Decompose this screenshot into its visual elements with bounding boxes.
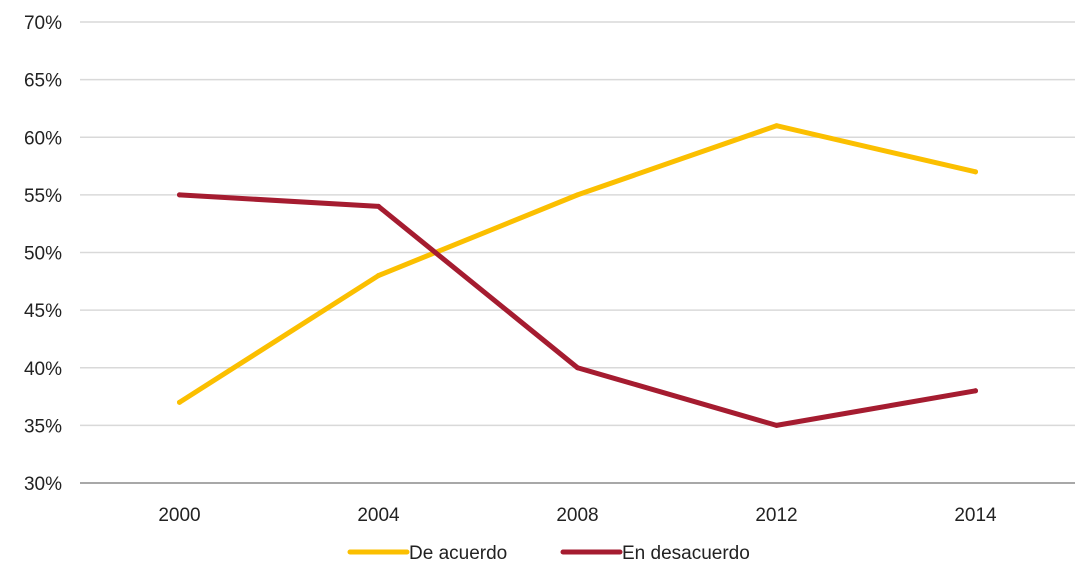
- x-axis-ticks: 2000 2004 2008 2012 2014: [158, 505, 997, 526]
- data-point-de-acuerdo: [575, 192, 580, 198]
- y-axis-ticks: 30% 35% 40% 45% 50% 55% 60% 65% 70%: [24, 13, 62, 495]
- y-tick-label: 65%: [24, 71, 62, 92]
- y-tick-label: 70%: [24, 13, 62, 34]
- data-point-en-desacuerdo: [177, 192, 182, 198]
- data-point-de-acuerdo: [376, 273, 381, 279]
- legend-label-de-acuerdo: De acuerdo: [409, 543, 507, 564]
- series-line-de-acuerdo: [177, 123, 978, 405]
- data-point-en-desacuerdo: [774, 422, 779, 428]
- y-tick-label: 50%: [24, 244, 62, 265]
- legend-label-en-desacuerdo: En desacuerdo: [622, 543, 750, 564]
- y-tick-label: 55%: [24, 186, 62, 207]
- data-point-de-acuerdo: [774, 123, 779, 129]
- data-point-en-desacuerdo: [575, 365, 580, 371]
- x-tick-label: 2004: [357, 505, 400, 526]
- data-point-en-desacuerdo: [376, 203, 381, 209]
- data-point-en-desacuerdo: [973, 388, 978, 394]
- data-point-de-acuerdo: [177, 399, 182, 405]
- x-tick-label: 2014: [954, 505, 997, 526]
- legend: De acuerdo En desacuerdo: [347, 543, 750, 564]
- data-point-de-acuerdo: [973, 169, 978, 175]
- y-tick-label: 60%: [24, 128, 62, 149]
- y-tick-label: 45%: [24, 301, 62, 322]
- y-tick-label: 40%: [24, 359, 62, 380]
- x-tick-label: 2012: [755, 505, 797, 526]
- y-tick-label: 35%: [24, 416, 62, 437]
- y-tick-label: 30%: [24, 474, 62, 495]
- x-tick-label: 2000: [158, 505, 200, 526]
- x-tick-label: 2008: [556, 505, 598, 526]
- series-lines: [177, 123, 978, 428]
